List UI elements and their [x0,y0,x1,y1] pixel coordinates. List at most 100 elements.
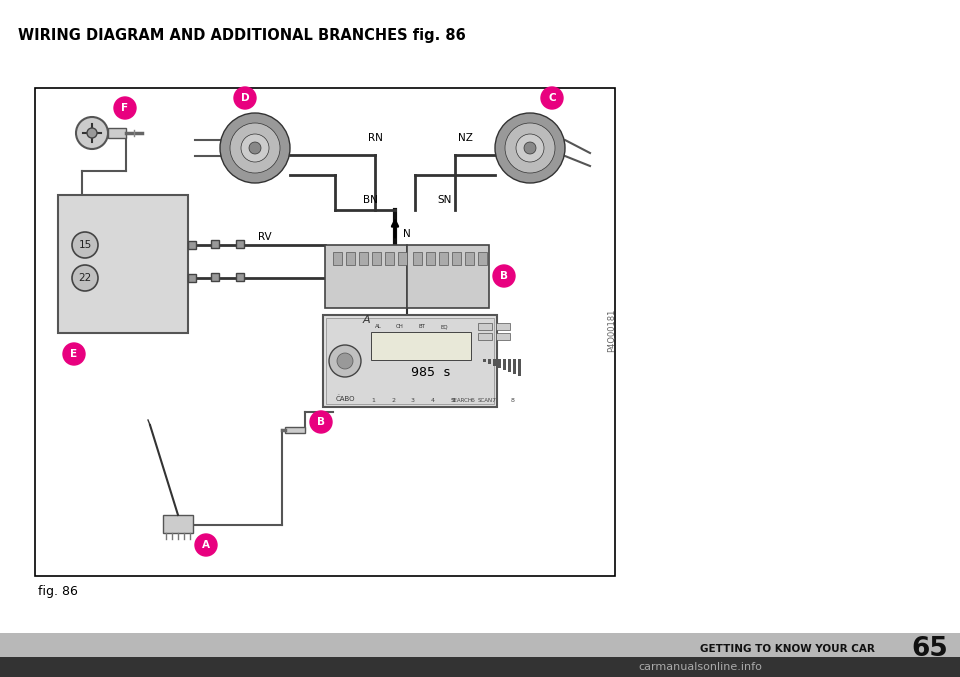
Circle shape [241,134,269,162]
Text: 8: 8 [511,397,515,403]
Bar [493,359,496,366]
Text: A: A [362,315,370,325]
Text: 7: 7 [491,397,495,403]
Bar [426,252,435,265]
Bar [325,245,407,308]
Circle shape [76,117,108,149]
Text: 5: 5 [451,397,455,403]
Text: A: A [634,645,644,658]
Text: C: C [548,93,556,103]
Circle shape [337,353,353,369]
Bar [407,245,489,308]
Text: BN: BN [363,195,377,205]
Text: B: B [634,670,644,677]
Circle shape [230,123,280,173]
Text: P4Q00181: P4Q00181 [608,308,616,351]
Text: ČABO: ČABO [335,396,355,402]
Bar [496,333,510,340]
Text: 15: 15 [79,240,91,250]
Text: 985 s: 985 s [411,366,451,380]
Bar [413,252,422,265]
Bar [513,359,516,374]
Text: 22: 22 [79,273,91,283]
Text: 3: 3 [411,397,415,403]
Bar [211,240,219,248]
Text: SEARCH: SEARCH [451,397,473,403]
Bar [236,240,244,248]
Bar [0,657,960,677]
Text: B: B [500,271,508,281]
Bar [323,315,497,407]
Text: GETTING TO KNOW YOUR CAR: GETTING TO KNOW YOUR CAR [700,644,875,654]
Bar [58,195,188,333]
Text: RN: RN [368,133,382,143]
Bar [465,252,474,265]
Circle shape [72,265,98,291]
Text: 6: 6 [471,397,475,403]
Circle shape [195,534,217,556]
Circle shape [516,134,544,162]
Circle shape [505,123,555,173]
Bar [496,323,510,330]
Circle shape [220,113,290,183]
Circle shape [87,128,97,138]
Text: F: F [121,103,129,113]
Circle shape [249,142,261,154]
Bar [35,88,615,576]
Bar [488,359,491,364]
Bar [236,273,244,281]
Bar [498,359,501,368]
Bar [326,318,494,404]
Bar [285,427,305,433]
Bar [0,633,960,677]
Text: - Radio receiver unit connection: - Radio receiver unit connection [644,670,862,677]
Bar [503,359,506,370]
Circle shape [541,87,563,109]
Bar [478,323,492,330]
Circle shape [329,345,361,377]
Text: NZ: NZ [458,133,472,143]
Text: AL: AL [374,324,381,330]
Text: carmanualsonline.info: carmanualsonline.info [638,662,762,672]
Circle shape [114,97,136,119]
Bar [188,241,196,249]
Circle shape [310,411,332,433]
Text: N: N [403,229,411,239]
Text: 2: 2 [391,397,395,403]
Bar [518,359,521,376]
Text: CH: CH [396,324,404,330]
Bar [346,252,355,265]
Text: B: B [317,417,325,427]
Bar [385,252,394,265]
Bar [188,274,196,282]
Text: A: A [202,540,210,550]
Text: - Aerial: - Aerial [644,645,695,658]
Bar [508,359,511,372]
Text: WIRING DIAGRAM AND ADDITIONAL BRANCHES fig. 86: WIRING DIAGRAM AND ADDITIONAL BRANCHES f… [18,28,466,43]
Bar [359,252,368,265]
Bar [333,252,342,265]
Bar [398,252,407,265]
Bar [108,128,126,138]
Text: 65: 65 [912,636,948,662]
Circle shape [234,87,256,109]
Bar [371,332,471,360]
Bar [439,252,448,265]
Bar [478,333,492,340]
Circle shape [63,343,85,365]
Text: E: E [70,349,78,359]
Bar [372,252,381,265]
Bar [478,252,487,265]
Bar [452,252,461,265]
Circle shape [72,232,98,258]
Text: fig. 86: fig. 86 [38,585,78,598]
Circle shape [524,142,536,154]
Bar [211,273,219,281]
Text: BT: BT [419,324,425,330]
Text: EQ: EQ [441,324,447,330]
Text: SN: SN [438,195,452,205]
Circle shape [495,113,565,183]
Text: SCAN: SCAN [477,397,492,403]
Circle shape [493,265,515,287]
Bar [483,359,486,362]
